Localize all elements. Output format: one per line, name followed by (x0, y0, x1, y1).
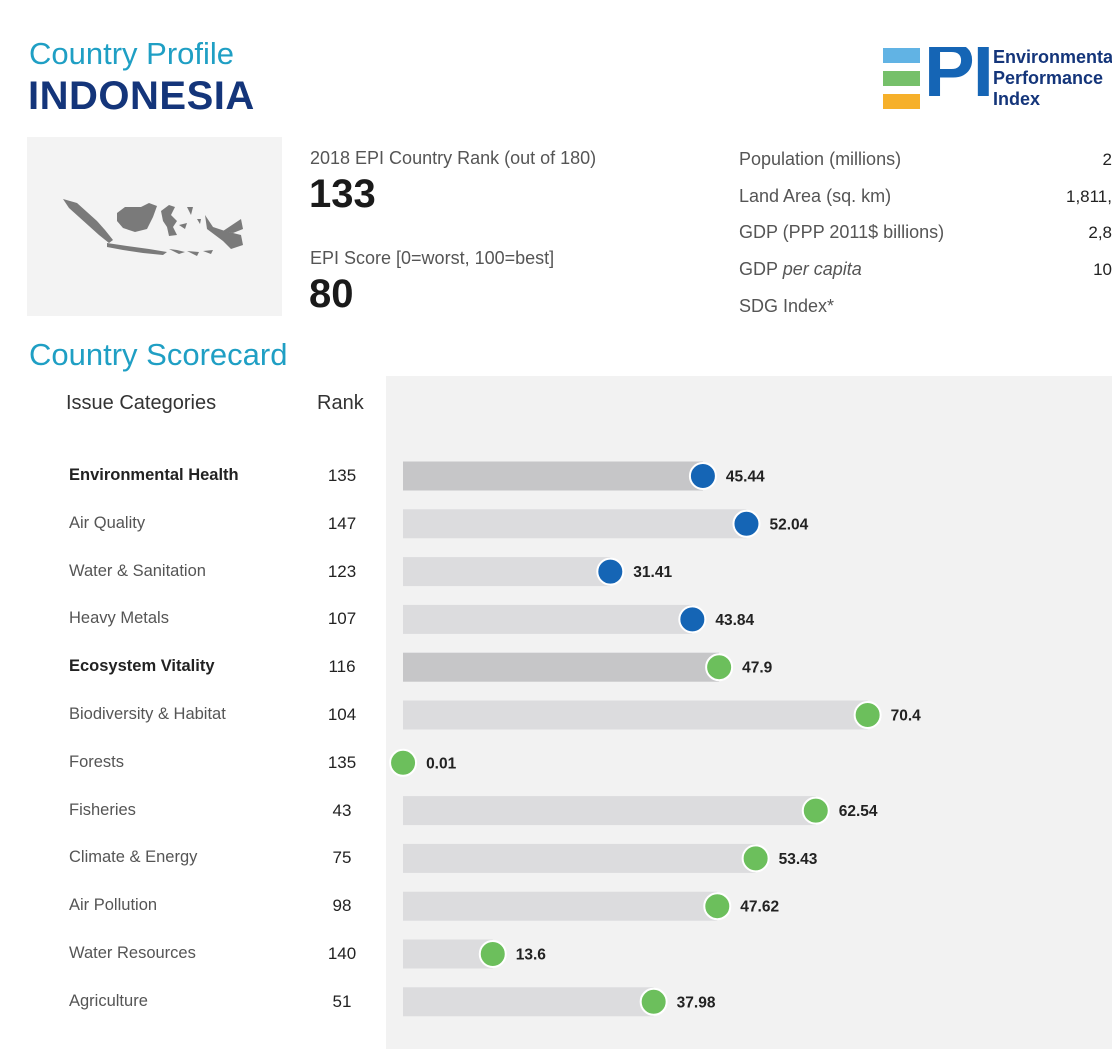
country-map (27, 137, 282, 316)
category-label-heavy-metals: Heavy Metals (69, 609, 169, 628)
stat-label-per-capita: per capita (782, 259, 862, 279)
logo-bar-green (883, 71, 920, 86)
score-value: 80 (309, 272, 354, 316)
category-label-biodiversity-and-habitat: Biodiversity & Habitat (69, 705, 226, 723)
stat-label-gdp-prefix: GDP (739, 259, 783, 279)
stat-value-land-area: 1,811, (1065, 187, 1112, 206)
stat-label-land-area: Land Area (sq. km) (739, 186, 892, 206)
stat-value-gdp-per-capita: 10 (1093, 260, 1112, 279)
category-label-air-quality: Air Quality (69, 513, 146, 532)
category-rank-water-resources: 140 (327, 944, 357, 963)
category-rank-air-pollution: 98 (332, 896, 352, 916)
stat-label-sdg-index: SDG Index* (739, 296, 835, 316)
score-label: EPI Score [0=worst, 100=best] (310, 248, 555, 268)
category-label-air-pollution: Air Pollution (69, 896, 158, 915)
chart-background (386, 376, 1112, 1049)
category-label-water-and-sanitation: Water & Sanitation (69, 561, 206, 580)
category-label-fisheries: Fisheries (69, 800, 136, 819)
category-label-agriculture: Agriculture (69, 991, 148, 1010)
rank-value: 133 (309, 172, 376, 216)
category-rank-forests: 135 (327, 752, 357, 772)
logo-line-3: Index (993, 89, 1041, 109)
stat-label-gdp-per-capita: GDP per capita (739, 259, 862, 280)
stat-value-gdp: 2,8 (1088, 223, 1112, 242)
column-header-issue: Issue Categories (66, 392, 217, 414)
stat-value-population: 2 (1102, 150, 1112, 169)
category-rank-air-quality: 147 (327, 513, 357, 533)
indonesia-map-icon (63, 199, 243, 256)
rank-label: 2018 EPI Country Rank (out of 180) (310, 148, 597, 168)
stat-label-population: Population (millions) (739, 149, 902, 169)
category-label-ecosystem-vitality: Ecosystem Vitality (69, 657, 215, 676)
category-rank-heavy-metals: 107 (327, 609, 357, 629)
column-header-rank: Rank (317, 392, 364, 414)
category-rank-biodiversity-and-habitat: 104 (327, 705, 357, 724)
logo-line-1: Environmental (993, 47, 1112, 67)
logo-letters: PI (924, 47, 994, 111)
logo-bar-blue (883, 48, 920, 63)
page-subtitle: Country Profile (29, 36, 235, 71)
category-rank-fisheries: 43 (332, 800, 352, 820)
logo-bar-orange (883, 94, 920, 109)
category-rank-agriculture: 51 (332, 991, 352, 1011)
category-rank-environmental-health: 135 (327, 466, 357, 485)
logo-words: Environmental Performance Index (993, 47, 1112, 110)
category-label-water-resources: Water Resources (69, 944, 196, 962)
category-label-environmental-health: Environmental Health (69, 466, 239, 484)
scorecard-title: Country Scorecard (29, 337, 288, 372)
category-label-climate-and-energy: Climate & Energy (69, 848, 198, 867)
page-title: INDONESIA (28, 74, 255, 118)
stat-label-gdp: GDP (PPP 2011$ billions) (739, 222, 945, 242)
category-rank-water-and-sanitation: 123 (327, 561, 357, 581)
category-rank-climate-and-energy: 75 (332, 848, 352, 868)
epi-logo: PI Environmental Performance Index (883, 47, 1112, 111)
logo-line-2: Performance (993, 68, 1104, 88)
category-rank-ecosystem-vitality: 116 (328, 657, 356, 677)
category-label-forests: Forests (69, 752, 125, 771)
